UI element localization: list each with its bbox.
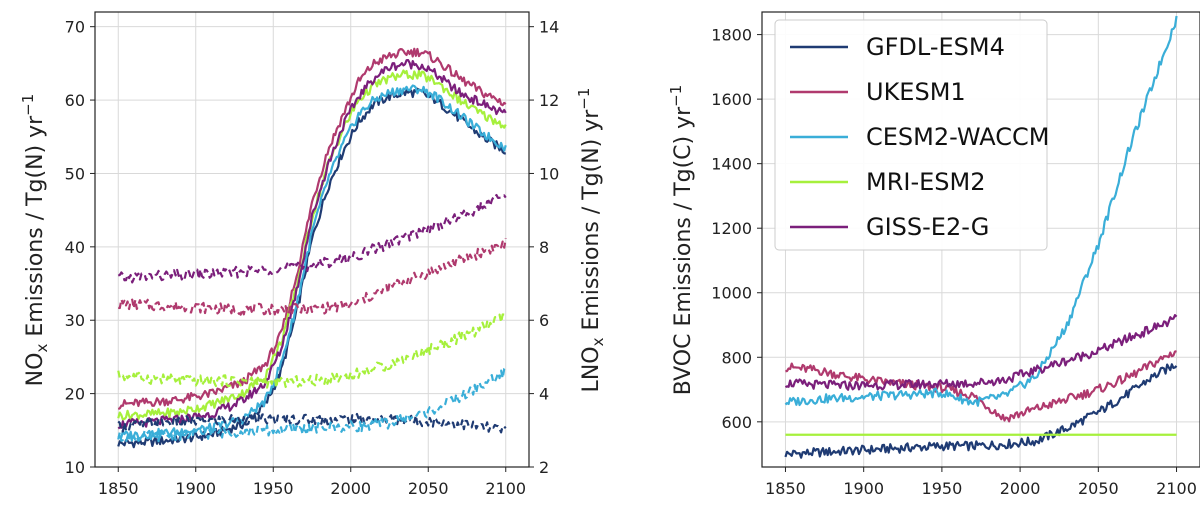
series-line-ukesm1	[117, 47, 507, 410]
x-tick-label: 1900	[175, 479, 216, 498]
y2-tick-label: 2	[539, 458, 549, 477]
x-tick-label: 1850	[98, 479, 139, 498]
y2-tick-label: 4	[539, 385, 549, 404]
y2-tick-label: 12	[539, 91, 559, 110]
legend-label-ukesm1: UKESM1	[866, 78, 966, 106]
y-tick-label: 800	[721, 348, 752, 367]
y-tick-label: 50	[65, 164, 85, 183]
x-tick-label: 2100	[1156, 479, 1197, 498]
y-tick-label: 1600	[711, 90, 752, 109]
x-tick-label: 1950	[922, 479, 963, 498]
y-tick-label: 20	[65, 385, 85, 404]
y-tick-label: 40	[65, 238, 85, 257]
x-tick-label: 2050	[408, 479, 449, 498]
left-y2-axis-label: LNOx Emissions / Tg(N) yr−1	[575, 88, 607, 393]
left-x-ticks: 1850 1900 1950 2000 2050 2100	[98, 467, 526, 498]
y-tick-label: 1000	[711, 284, 752, 303]
right-legend: GFDL-ESM4 UKESM1 CESM2-WACCM MRI-ESM2 GISS-E…	[774, 19, 1049, 251]
left-series-lines	[117, 47, 507, 449]
x-tick-label: 1950	[253, 479, 294, 498]
right-x-ticks: 1850 1900 1950 2000 2050 2100	[765, 467, 1197, 498]
x-tick-label: 1900	[843, 479, 884, 498]
right-plot-frame	[761, 11, 1200, 468]
y2-tick-label: 14	[539, 18, 559, 37]
series-line-mri-esm2	[117, 69, 507, 421]
series-line-ukesm1	[785, 350, 1177, 423]
series-line-giss-e2-g	[117, 58, 507, 430]
x-tick-label: 1850	[765, 479, 806, 498]
y2-tick-label: 6	[539, 311, 549, 330]
left-y2-ticks: 2 4 6 8 10 12 14	[529, 18, 559, 477]
legend-label-gfdl-esm4: GFDL-ESM4	[866, 33, 1005, 61]
series-line-ukesm1-dashed	[118, 238, 507, 316]
y-tick-label: 1200	[711, 219, 752, 238]
x-tick-label: 2000	[330, 479, 371, 498]
right-panel: 1850 1900 1950 2000 2050 2100 600 800 1000 1200 1…	[667, 11, 1200, 498]
left-y-ticks: 10 20 30 40 50 60 70	[65, 18, 95, 477]
x-tick-label: 2050	[1078, 479, 1119, 498]
series-line-giss-e2-g	[784, 314, 1178, 391]
y-tick-label: 10	[65, 458, 85, 477]
y-tick-label: 1800	[711, 26, 752, 45]
legend-label-mri-esm2: MRI-ESM2	[866, 168, 986, 196]
left-y-axis-label: NOx Emissions / Tg(N) yr−1	[19, 94, 51, 387]
legend-label-cesm2-waccm: CESM2-WACCM	[866, 123, 1049, 151]
legend-box	[774, 19, 1048, 251]
left-panel: 1850 1900 1950 2000 2050 2100 10203040506070 …	[19, 11, 607, 498]
left-plot-frame	[94, 11, 530, 468]
y-tick-label: 1400	[711, 155, 752, 174]
x-tick-label: 2100	[485, 479, 526, 498]
series-line-gfdl-esm4	[117, 87, 506, 449]
series-line-gfdl-esm4-dashed	[117, 412, 507, 434]
series-line-gfdl-esm4	[784, 363, 1178, 459]
right-series-lines	[784, 15, 1178, 459]
y2-tick-label: 10	[539, 164, 559, 183]
right-y-axis-label: BVOC Emissions / Tg(C) yr−1	[667, 85, 696, 396]
series-line-mri-esm2-dashed	[117, 313, 507, 389]
y-tick-label: 30	[65, 311, 85, 330]
x-tick-label: 2000	[1000, 479, 1041, 498]
left-grid	[95, 12, 529, 468]
right-y-ticks: 600 800 1000 1200 1400 1600 1800	[711, 26, 762, 432]
series-line-giss-e2-g-dashed	[117, 193, 507, 284]
y-tick-label: 70	[65, 18, 85, 37]
y-tick-label: 600	[721, 413, 752, 432]
y2-tick-label: 8	[539, 238, 549, 257]
y-tick-label: 60	[65, 91, 85, 110]
legend-label-giss-e2-g: GISS-E2-G	[866, 213, 989, 241]
series-line-cesm2-waccm-dashed	[117, 366, 507, 444]
series-line-cesm2-waccm	[784, 15, 1178, 407]
